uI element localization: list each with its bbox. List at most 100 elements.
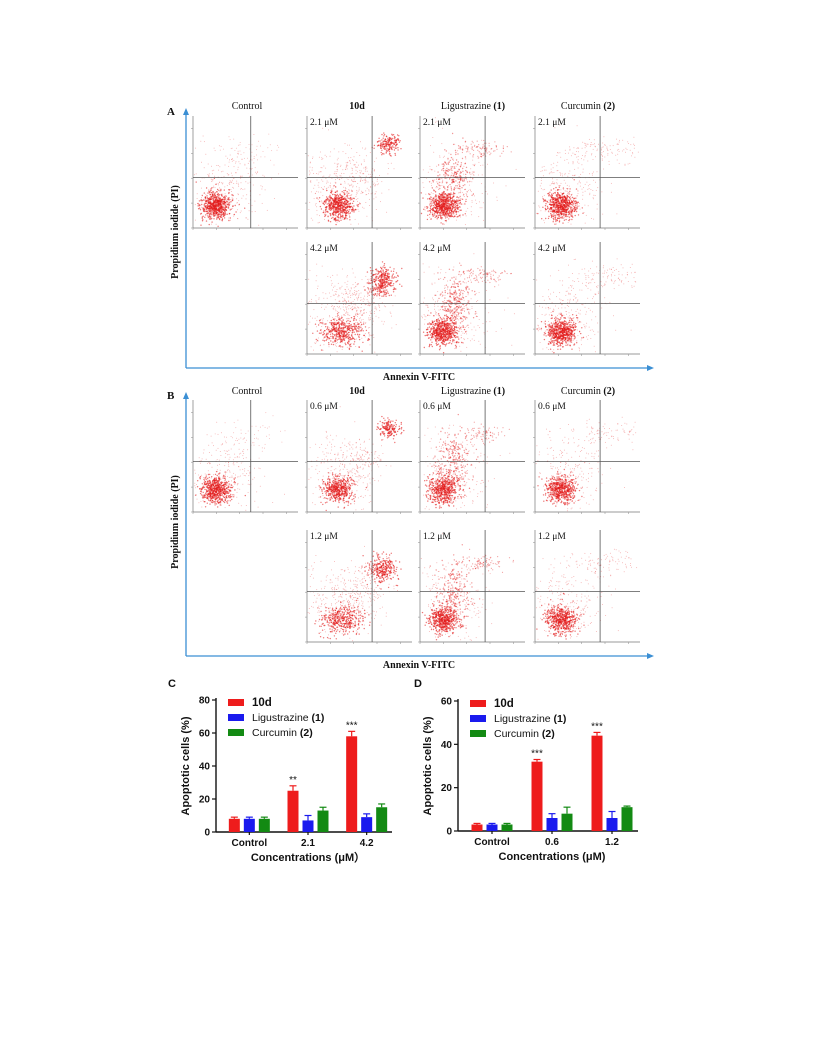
event-dot bbox=[577, 183, 578, 184]
event-dot bbox=[603, 136, 604, 137]
event-dot bbox=[430, 212, 431, 213]
event-dot bbox=[459, 192, 460, 193]
event-dot bbox=[350, 195, 351, 196]
event-dot bbox=[453, 195, 454, 196]
event-dot bbox=[442, 192, 443, 193]
event-dot bbox=[333, 327, 334, 328]
plot-dots bbox=[308, 261, 403, 352]
event-dot bbox=[431, 192, 432, 193]
event-dot bbox=[455, 163, 456, 164]
event-dot bbox=[365, 190, 366, 191]
event-dot bbox=[382, 153, 383, 154]
event-dot bbox=[222, 218, 223, 219]
event-dot bbox=[313, 173, 314, 174]
event-dot bbox=[455, 150, 456, 151]
event-dot bbox=[346, 218, 347, 219]
event-dot bbox=[365, 326, 366, 327]
event-dot bbox=[450, 198, 451, 199]
event-dot bbox=[360, 176, 361, 177]
event-dot bbox=[466, 215, 467, 216]
event-dot bbox=[427, 215, 428, 216]
event-dot bbox=[312, 170, 313, 171]
event-dot bbox=[342, 217, 343, 218]
event-dot bbox=[367, 188, 368, 189]
event-dot bbox=[442, 183, 443, 184]
event-dot bbox=[204, 200, 205, 201]
event-dot bbox=[324, 330, 325, 331]
event-dot bbox=[426, 206, 427, 207]
event-dot bbox=[341, 176, 342, 177]
event-dot bbox=[439, 206, 440, 207]
event-dot bbox=[576, 151, 577, 152]
event-dot bbox=[553, 213, 554, 214]
event-dot bbox=[326, 188, 327, 189]
event-dot bbox=[214, 207, 215, 208]
event-dot bbox=[559, 208, 560, 209]
event-dot bbox=[566, 188, 567, 189]
event-dot bbox=[377, 181, 378, 182]
event-dot bbox=[217, 194, 218, 195]
event-dot bbox=[329, 331, 330, 332]
event-dot bbox=[232, 175, 233, 176]
event-dot bbox=[343, 328, 344, 329]
event-dot bbox=[456, 166, 457, 167]
event-dot bbox=[601, 154, 602, 155]
event-dot bbox=[464, 203, 465, 204]
event-dot bbox=[219, 187, 220, 188]
event-dot bbox=[543, 220, 544, 221]
event-dot bbox=[336, 173, 337, 174]
event-dot bbox=[472, 155, 473, 156]
event-dot bbox=[210, 205, 211, 206]
event-dot bbox=[258, 141, 259, 142]
event-dot bbox=[253, 185, 254, 186]
event-dot bbox=[366, 312, 367, 313]
event-dot bbox=[343, 151, 344, 152]
event-dot bbox=[556, 224, 557, 225]
event-dot bbox=[197, 205, 198, 206]
event-dot bbox=[349, 327, 350, 328]
event-dot bbox=[473, 171, 474, 172]
event-dot bbox=[450, 154, 451, 155]
event-dot bbox=[471, 214, 472, 215]
event-dot bbox=[445, 189, 446, 190]
event-dot bbox=[222, 183, 223, 184]
event-dot bbox=[350, 163, 351, 164]
event-dot bbox=[567, 193, 568, 194]
event-dot bbox=[243, 195, 244, 196]
event-dot bbox=[348, 343, 349, 344]
event-dot bbox=[345, 200, 346, 201]
event-dot bbox=[318, 338, 319, 339]
event-dot bbox=[555, 190, 556, 191]
event-dot bbox=[563, 189, 564, 190]
event-dot bbox=[365, 182, 366, 183]
event-dot bbox=[397, 134, 398, 135]
event-dot bbox=[241, 159, 242, 160]
event-dot bbox=[629, 163, 630, 164]
event-dot bbox=[213, 213, 214, 214]
event-dot bbox=[546, 170, 547, 171]
event-dot bbox=[241, 188, 242, 189]
event-dot bbox=[249, 176, 250, 177]
event-dot bbox=[335, 171, 336, 172]
event-dot bbox=[567, 194, 568, 195]
event-dot bbox=[466, 146, 467, 147]
event-dot bbox=[336, 324, 337, 325]
event-dot bbox=[202, 195, 203, 196]
event-dot bbox=[345, 315, 346, 316]
event-dot bbox=[551, 207, 552, 208]
event-dot bbox=[581, 158, 582, 159]
event-dot bbox=[460, 146, 461, 147]
event-dot bbox=[370, 176, 371, 177]
event-dot bbox=[553, 221, 554, 222]
event-dot bbox=[463, 174, 464, 175]
event-dot bbox=[466, 193, 467, 194]
event-dot bbox=[203, 208, 204, 209]
event-dot bbox=[334, 163, 335, 164]
event-dot bbox=[446, 170, 447, 171]
event-dot bbox=[588, 185, 589, 186]
event-dot bbox=[216, 218, 217, 219]
event-dot bbox=[564, 160, 565, 161]
event-dot bbox=[323, 324, 324, 325]
event-dot bbox=[568, 173, 569, 174]
event-dot bbox=[230, 189, 231, 190]
